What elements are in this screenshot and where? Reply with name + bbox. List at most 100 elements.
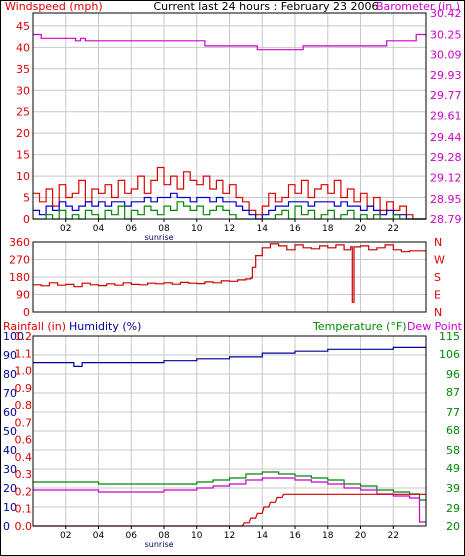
x-tick-label-14: 14 — [257, 224, 269, 234]
rainfall-tick-0-1: 0.1 — [15, 503, 33, 516]
x-tick-label-08: 08 — [158, 531, 170, 541]
compass-tick-2: S — [434, 271, 441, 284]
barometer-tick-29-93: 29.93 — [430, 69, 462, 82]
rainfall-tick-0-8: 0.8 — [15, 399, 33, 412]
humidity-tick-100: 100 — [3, 330, 24, 343]
temperature-tick-58: 58 — [446, 444, 460, 457]
dewpoint-title: Dew Point — [407, 320, 463, 333]
barometer-title: Barometer (in.) — [376, 0, 460, 13]
direction-tick-360: 360 — [9, 236, 30, 249]
rainfall-tick-0-0: 0.0 — [15, 520, 33, 533]
temperature-tick-20: 20 — [446, 520, 460, 533]
humidity-tick-0: 0 — [3, 520, 10, 533]
compass-tick-4: N — [434, 236, 442, 249]
windspeed-tick-40: 40 — [16, 41, 30, 54]
rainfall-tick-0-7: 0.7 — [15, 416, 33, 429]
x-tick-label-12: 12 — [224, 224, 235, 234]
direction-tick-0: 0 — [23, 306, 30, 319]
humidity-tick-70: 70 — [3, 387, 17, 400]
temperature-tick-87: 87 — [446, 386, 460, 399]
windspeed-axis-ticks: 0 5 10 15 20 25 30 35 40 45 — [16, 20, 30, 226]
series-temperature-f — [33, 471, 426, 501]
windspeed-tick-0: 0 — [23, 213, 30, 226]
x-tick-label-14: 14 — [257, 531, 269, 541]
barometer-tick-29-44: 29.44 — [430, 131, 462, 144]
rainfall-title: Rainfall (in) — [3, 320, 66, 333]
panel2-series — [33, 243, 426, 303]
sunrise-label: sunrise — [145, 233, 174, 242]
barometer-tick-28-79: 28.79 — [430, 213, 462, 226]
series-rainfall-in — [33, 493, 426, 527]
humidity-tick-20: 20 — [3, 482, 17, 495]
panel3-x-ticks: 02 04 06 08 10 12 14 16 18 20 22 sunrise — [60, 526, 399, 549]
x-tick-label-04: 04 — [93, 224, 105, 234]
temperature-tick-68: 68 — [446, 424, 460, 437]
humidity-tick-40: 40 — [3, 444, 17, 457]
windspeed-tick-30: 30 — [16, 84, 30, 97]
temperature-tick-77: 77 — [446, 406, 460, 419]
sunrise-label: sunrise — [145, 540, 174, 549]
x-tick-label-16: 16 — [289, 224, 301, 234]
rainfall-tick-0-4: 0.4 — [15, 451, 33, 464]
x-tick-label-08: 08 — [158, 224, 170, 234]
temperature-tick-29: 29 — [446, 502, 460, 515]
rainfall-tick-0-2: 0.2 — [15, 485, 33, 498]
series-wind-average — [33, 192, 426, 220]
windspeed-tick-10: 10 — [16, 170, 30, 183]
humidity-axis-ticks: 0 10 20 30 40 50 60 70 80 90 100 — [3, 330, 24, 533]
compass-tick-1: E — [434, 289, 441, 302]
temperature-tick-106: 106 — [439, 348, 460, 361]
panel3-series — [33, 346, 426, 527]
series-barometer-in — [33, 33, 426, 51]
compass-tick-3: W — [434, 254, 445, 267]
barometer-tick-29-28: 29.28 — [430, 151, 462, 164]
panel3-grid — [33, 336, 426, 526]
x-tick-label-16: 16 — [289, 531, 301, 541]
rainfall-tick-0-9: 0.9 — [15, 382, 33, 395]
barometer-tick-28-95: 28.95 — [430, 193, 462, 206]
windspeed-tick-45: 45 — [16, 20, 30, 33]
series-wind-low — [33, 201, 426, 220]
windspeed-title: Windspeed (mph) — [5, 0, 103, 13]
x-tick-label-20: 20 — [355, 531, 367, 541]
x-tick-label-18: 18 — [322, 224, 334, 234]
compass-tick-0: N — [434, 306, 442, 319]
rainfall-tick-1-0: 1.0 — [15, 365, 33, 378]
barometer-tick-29-77: 29.77 — [430, 89, 462, 102]
rainfall-axis-ticks: 0.0 0.1 0.2 0.3 0.4 0.6 0.7 0.8 0.9 1.0 1.1 1.2 — [15, 330, 33, 533]
humidity-title: Humidity (%) — [69, 320, 141, 333]
barometer-axis-ticks: 28.79 28.95 29.12 29.28 29.44 29.61 29.77 29.93… — [430, 7, 462, 226]
windspeed-tick-15: 15 — [16, 149, 30, 162]
x-tick-label-22: 22 — [388, 531, 399, 541]
barometer-tick-29-61: 29.61 — [430, 109, 462, 122]
humidity-tick-60: 60 — [3, 406, 17, 419]
rainfall-tick-1-1: 1.1 — [15, 347, 33, 360]
x-tick-label-18: 18 — [322, 531, 334, 541]
temperature-tick-39: 39 — [446, 482, 460, 495]
rainfall-tick-0-3: 0.3 — [15, 468, 33, 481]
x-tick-label-06: 06 — [126, 224, 138, 234]
x-tick-label-02: 02 — [60, 224, 71, 234]
panel1-series — [33, 33, 426, 220]
windspeed-tick-20: 20 — [16, 127, 30, 140]
x-tick-label-10: 10 — [191, 224, 203, 234]
x-tick-label-12: 12 — [224, 531, 235, 541]
direction-tick-180: 180 — [9, 271, 30, 284]
barometer-tick-30-42: 30.42 — [430, 7, 462, 20]
panel2-grid — [33, 242, 426, 312]
direction-tick-90: 90 — [16, 289, 30, 302]
panel2-frame — [32, 241, 427, 313]
x-tick-label-20: 20 — [355, 224, 367, 234]
temperature-tick-49: 49 — [446, 462, 460, 475]
rainfall-tick-1-2: 1.2 — [15, 330, 33, 343]
x-tick-label-04: 04 — [93, 531, 105, 541]
humidity-tick-90: 90 — [3, 349, 17, 362]
humidity-tick-10: 10 — [3, 501, 17, 514]
panel1-x-ticks: 02 04 06 08 10 12 14 16 18 20 22 sunrise — [60, 219, 399, 242]
rainfall-tick-0-6: 0.6 — [15, 434, 33, 447]
